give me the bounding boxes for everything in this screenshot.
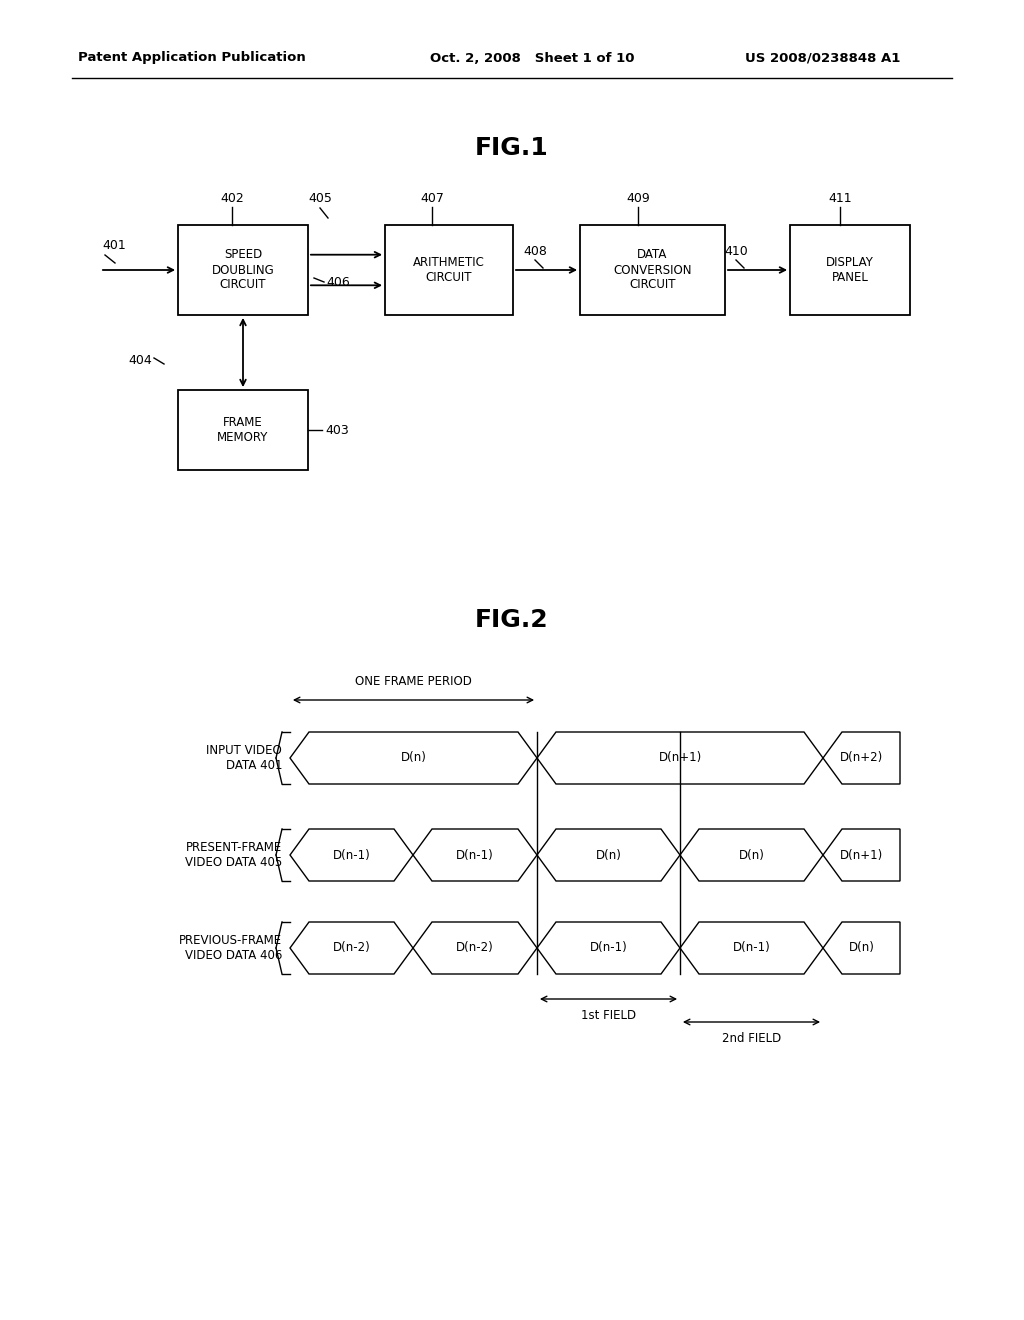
Text: 405: 405	[308, 191, 332, 205]
Polygon shape	[823, 829, 900, 880]
Text: 409: 409	[626, 191, 650, 205]
Text: D(n-2): D(n-2)	[333, 941, 371, 954]
Bar	[178, 389, 308, 470]
Text: 410: 410	[724, 246, 748, 257]
Text: ARITHMETIC
CIRCUIT: ARITHMETIC CIRCUIT	[413, 256, 485, 284]
Text: US 2008/0238848 A1: US 2008/0238848 A1	[745, 51, 900, 65]
Text: D(n+1): D(n+1)	[658, 751, 701, 764]
Text: 1st FIELD: 1st FIELD	[581, 1008, 636, 1022]
Text: FIG.1: FIG.1	[475, 136, 549, 160]
Polygon shape	[680, 829, 823, 880]
Text: FIG.2: FIG.2	[475, 609, 549, 632]
Text: D(n): D(n)	[596, 849, 622, 862]
Text: 403: 403	[325, 424, 349, 437]
Text: 411: 411	[828, 191, 852, 205]
Text: FRAME
MEMORY: FRAME MEMORY	[217, 416, 268, 444]
Text: 402: 402	[220, 191, 244, 205]
Text: D(n): D(n)	[849, 941, 874, 954]
Text: SPEED
DOUBLING
CIRCUIT: SPEED DOUBLING CIRCUIT	[212, 248, 274, 292]
Bar	[790, 224, 910, 315]
Polygon shape	[290, 921, 413, 974]
Polygon shape	[823, 921, 900, 974]
Polygon shape	[413, 829, 537, 880]
Polygon shape	[413, 921, 537, 974]
Polygon shape	[537, 733, 823, 784]
Text: D(n+1): D(n+1)	[840, 849, 883, 862]
Text: PREVIOUS-FRAME
VIDEO DATA 406: PREVIOUS-FRAME VIDEO DATA 406	[179, 935, 282, 962]
Text: 408: 408	[523, 246, 547, 257]
Text: D(n-1): D(n-1)	[732, 941, 770, 954]
Text: DISPLAY
PANEL: DISPLAY PANEL	[826, 256, 873, 284]
Text: D(n): D(n)	[400, 751, 426, 764]
Text: PRESENT-FRAME
VIDEO DATA 405: PRESENT-FRAME VIDEO DATA 405	[184, 841, 282, 869]
Text: Oct. 2, 2008   Sheet 1 of 10: Oct. 2, 2008 Sheet 1 of 10	[430, 51, 635, 65]
Text: 401: 401	[102, 239, 126, 252]
Text: DATA
CONVERSION
CIRCUIT: DATA CONVERSION CIRCUIT	[613, 248, 692, 292]
Text: 407: 407	[420, 191, 444, 205]
Text: 404: 404	[128, 354, 152, 367]
Polygon shape	[290, 829, 413, 880]
Text: D(n+2): D(n+2)	[840, 751, 883, 764]
Bar	[385, 224, 513, 315]
Polygon shape	[537, 829, 680, 880]
Polygon shape	[537, 921, 680, 974]
Text: D(n): D(n)	[738, 849, 765, 862]
Text: D(n-1): D(n-1)	[590, 941, 628, 954]
Text: D(n-1): D(n-1)	[333, 849, 371, 862]
Text: 2nd FIELD: 2nd FIELD	[722, 1032, 781, 1045]
Text: ONE FRAME PERIOD: ONE FRAME PERIOD	[355, 675, 472, 688]
Text: D(n-1): D(n-1)	[456, 849, 494, 862]
Text: Patent Application Publication: Patent Application Publication	[78, 51, 306, 65]
Polygon shape	[823, 733, 900, 784]
Bar	[580, 224, 725, 315]
Bar	[178, 224, 308, 315]
Text: INPUT VIDEO
DATA 401: INPUT VIDEO DATA 401	[206, 744, 282, 772]
Polygon shape	[680, 921, 823, 974]
Polygon shape	[290, 733, 537, 784]
Text: D(n-2): D(n-2)	[456, 941, 494, 954]
Text: 406: 406	[326, 276, 350, 289]
